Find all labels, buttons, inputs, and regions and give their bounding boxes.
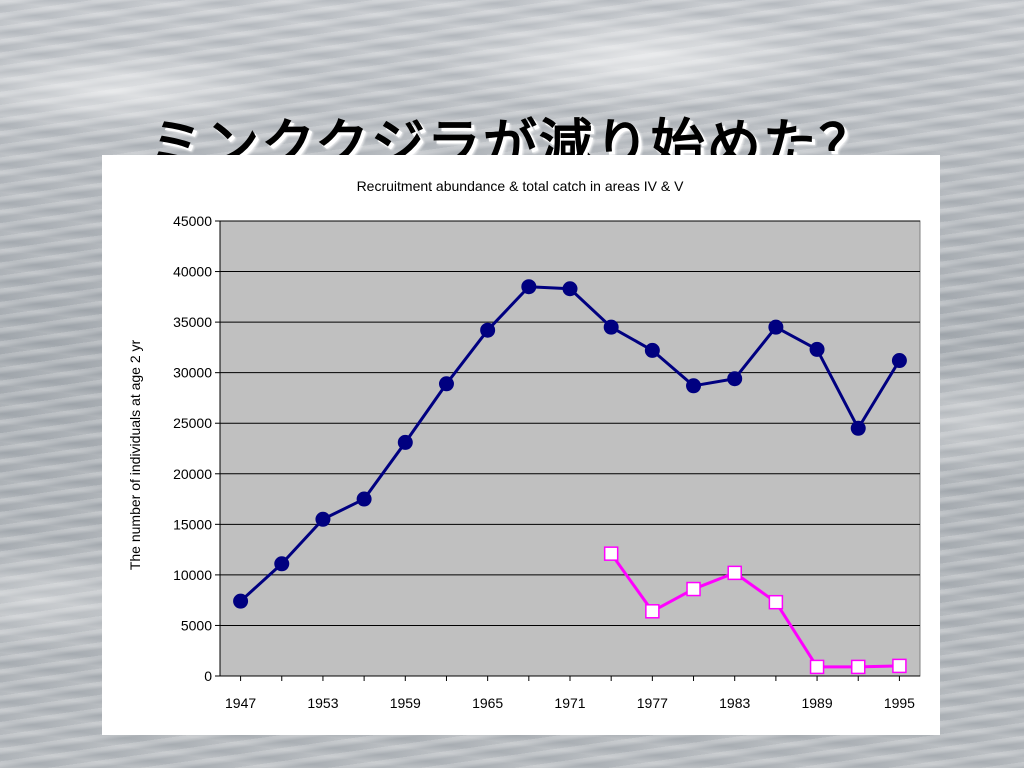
line-chart: Recruitment abundance & total catch in a… [127, 178, 921, 711]
series-2-point [686, 581, 701, 597]
y-tick-label: 40000 [173, 264, 212, 280]
y-tick-label: 35000 [173, 314, 212, 330]
series-1-point [356, 491, 372, 507]
x-tick-label: 1983 [719, 695, 750, 711]
x-tick-label: 1959 [390, 695, 421, 711]
series-1-point [562, 281, 578, 297]
series-1-point [315, 511, 331, 527]
series-2-point [727, 565, 742, 581]
series-1-point [603, 319, 619, 335]
series-1-point [686, 378, 702, 394]
x-tick-label: 1953 [307, 695, 338, 711]
y-tick-label: 10000 [173, 567, 212, 583]
series-1-point [809, 341, 825, 357]
grid-lines [220, 220, 920, 626]
y-tick-label: 25000 [173, 415, 212, 431]
series-1-point [891, 353, 907, 369]
series-2-point [768, 594, 784, 610]
x-tick-label: 1989 [801, 695, 832, 711]
series-1-point [480, 322, 496, 338]
y-tick-label: 30000 [173, 365, 212, 381]
series-layer [233, 279, 907, 675]
y-tick-label: 0 [204, 668, 212, 684]
series-2-point [645, 604, 660, 619]
y-tick-label: 45000 [173, 213, 212, 229]
axes: 0 5000 10000 15000 20000 25000 30000 35000 40000… [173, 213, 920, 711]
series-1-point [850, 420, 866, 436]
series-2-point [850, 659, 866, 675]
x-tick-label: 1971 [554, 695, 585, 711]
chart-panel: Recruitment abundance & total catch in a… [102, 155, 940, 735]
x-tick-label: 1965 [472, 695, 503, 711]
series-2-point [892, 658, 907, 674]
series-1-point [233, 593, 249, 609]
series-1-point [438, 376, 454, 392]
series-2-point [809, 659, 825, 675]
series-1-point [727, 371, 743, 387]
y-tick-label: 15000 [173, 516, 212, 532]
chart-title: Recruitment abundance & total catch in a… [357, 178, 685, 194]
x-tick-label: 1947 [225, 695, 256, 711]
x-tick-label: 1977 [637, 695, 668, 711]
plot-area [219, 220, 921, 677]
series-2-point [603, 546, 619, 561]
series-1-point [768, 319, 784, 335]
series-1-point [644, 342, 660, 358]
y-tick-label: 20000 [173, 466, 212, 482]
series-1-point [397, 434, 413, 450]
y-axis-label: The number of individuals at age 2 yr [127, 339, 143, 570]
y-tick-label: 5000 [181, 617, 212, 633]
series-1-point [521, 279, 537, 295]
x-tick-label: 1995 [884, 695, 915, 711]
series-1-point [274, 556, 290, 572]
